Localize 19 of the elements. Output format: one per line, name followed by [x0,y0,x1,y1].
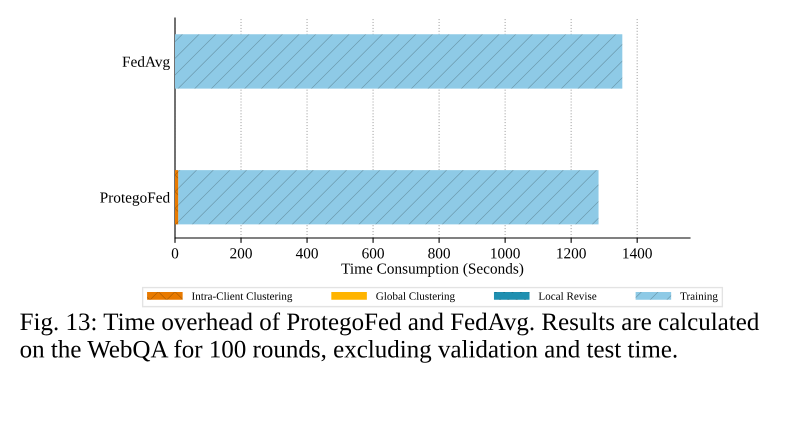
legend-label: Training [680,292,718,302]
x-tick-label: 400 [296,248,318,258]
x-tick-label: 1000 [491,248,520,258]
legend-label: Local Revise [538,292,596,300]
x-axis-title: Time Consumption (Seconds) [341,262,524,277]
x-tick-label: 800 [428,248,450,258]
x-tick-label: 600 [362,248,384,258]
x-tick-label: 200 [230,248,252,258]
bar [175,34,622,89]
y-tick-label: ProtegoFed [100,192,170,206]
legend-label: Global Clustering [376,292,455,302]
x-tick-label: 1400 [623,248,652,258]
y-tick-label: FedAvg [122,56,170,70]
legend-label: Intra-Client Clustering [192,292,292,302]
caption: Fig. 13: Time overhead of ProtegoFed and FedAvg. Results are calculated on the WebQA for 100 rounds, excluding validation and test time. [20,312,760,363]
x-tick-label: 1200 [557,248,586,258]
bar [175,170,178,224]
bar [178,170,599,224]
x-tick-label: 0 [172,248,178,258]
